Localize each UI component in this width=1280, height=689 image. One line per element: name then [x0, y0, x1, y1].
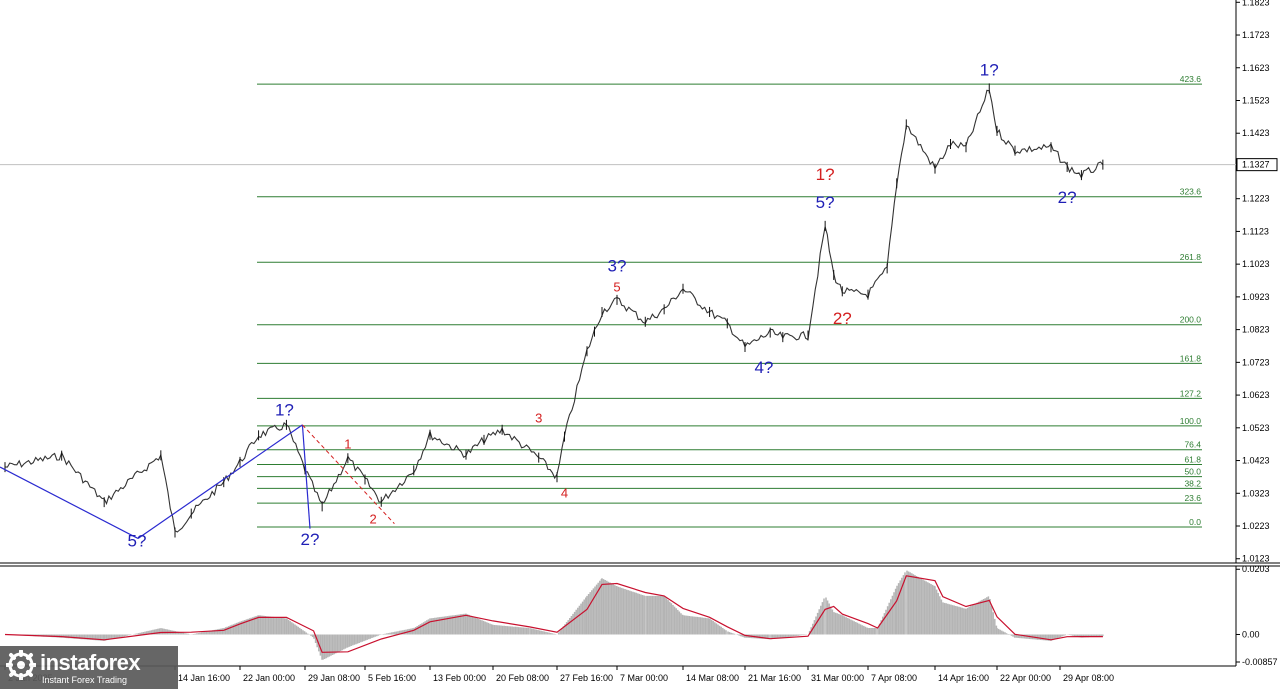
price-tick-label-11: 1.1223	[1242, 194, 1270, 204]
price-tick-label-1: 1.0223	[1242, 521, 1270, 531]
price-tick-label-16: 1.1723	[1242, 30, 1270, 40]
price-tick-label-4: 1.0523	[1242, 423, 1270, 433]
current-price-label: 1.1327	[1242, 160, 1270, 170]
time-tick-label-13: 14 Apr 16:00	[938, 673, 989, 683]
fib-label-12: 423.6	[1180, 74, 1202, 84]
wave-label-10: 1?	[816, 165, 835, 184]
price-line	[4, 89, 1104, 533]
wave-label-12: 2?	[833, 309, 852, 328]
current-price-marker	[1236, 158, 1278, 172]
price-tick-label-6: 1.0723	[1242, 357, 1270, 367]
instaforex-logo: instaforex Instant Forex Trading	[0, 646, 178, 689]
price-tick-label-7: 1.0823	[1242, 325, 1270, 335]
price-axis: 1.0123 1.0223 1.0323 1.0423 1.0523 1.0623 1.07…	[1236, 0, 1278, 564]
oscillator-series	[4, 570, 1104, 660]
price-tick-label-14: 1.1523	[1242, 95, 1270, 105]
price-tick-label-17: 1.1823	[1242, 0, 1270, 7]
logo-mark-icon	[6, 650, 36, 680]
time-tick-label-7: 27 Feb 16:00	[560, 673, 613, 683]
fib-label-5: 76.4	[1184, 440, 1201, 450]
wave-label-0: 5?	[128, 532, 147, 551]
wave-label-7: 3?	[608, 257, 627, 276]
price-panel: 0.0 23.6 38.250.0 61.8 76.4 100.0 127.2 161.8 20…	[0, 0, 1280, 564]
time-tick-label-5: 13 Feb 00:00	[433, 673, 486, 683]
price-tick-label-10: 1.1123	[1242, 226, 1269, 236]
osc-tick-label-0: 0.0203	[1242, 564, 1270, 574]
time-tick-label-15: 29 Apr 08:00	[1063, 673, 1114, 683]
wave-line-c	[301, 424, 311, 529]
price-tick-label-8: 1.0923	[1242, 292, 1270, 302]
wave-label-6: 4	[561, 486, 568, 501]
wave-labels: 5? 1? 2? 1 2 3 4 3? 5 4? 1? 5? 2? 1? 2?	[128, 60, 1077, 550]
time-tick-label-14: 22 Apr 00:00	[1000, 673, 1051, 683]
fib-label-6: 100.0	[1180, 416, 1202, 426]
time-tick-label-6: 20 Feb 08:00	[496, 673, 549, 683]
wave-label-8: 5	[613, 279, 620, 294]
price-tick-label-15: 1.1623	[1242, 63, 1270, 73]
time-tick-label-9: 14 Mar 08:00	[686, 673, 739, 683]
fib-label-1: 23.6	[1184, 493, 1201, 503]
wave-label-11: 5?	[816, 193, 835, 212]
time-tick-label-3: 29 Jan 08:00	[308, 673, 360, 683]
oscillator-signal-line	[4, 575, 1103, 653]
fib-label-10: 261.8	[1180, 252, 1202, 262]
fib-label-0: 0.0	[1189, 517, 1201, 527]
fib-label-8: 161.8	[1180, 353, 1202, 363]
wave-label-2: 2?	[301, 530, 320, 549]
fib-label-2: 38.2	[1184, 478, 1201, 488]
wave-label-14: 2?	[1058, 188, 1077, 207]
osc-tick-label-2: -0.00857	[1242, 657, 1278, 667]
fib-label-3: 50.0	[1184, 467, 1201, 477]
price-tick-label-3: 1.0423	[1242, 456, 1270, 466]
wave-line-b	[137, 424, 303, 539]
osc-tick-label-1: 0.00	[1242, 629, 1260, 639]
time-tick-label-1: 14 Jan 16:00	[178, 673, 230, 683]
price-tick-label-5: 1.0623	[1242, 390, 1270, 400]
oscillator-histogram	[5, 570, 1104, 660]
price-tick-label-0: 1.0123	[1242, 554, 1270, 564]
logo-tagline: Instant Forex Trading	[42, 675, 128, 685]
fib-label-9: 200.0	[1180, 315, 1202, 325]
price-tick-label-13: 1.1423	[1242, 128, 1270, 138]
fib-label-4: 61.8	[1184, 454, 1201, 464]
time-tick-label-11: 31 Mar 00:00	[811, 673, 864, 683]
wave-label-1: 1?	[275, 401, 294, 420]
time-tick-label-10: 21 Mar 16:00	[748, 673, 801, 683]
wave-line-a	[0, 466, 139, 539]
oscillator-panel: 0.0203 0.00 -0.00857	[0, 564, 1280, 667]
wave-label-3: 1	[344, 436, 351, 451]
wave-label-5: 3	[535, 410, 542, 425]
wave-label-4: 2	[370, 512, 377, 527]
wave-dashed-line	[302, 424, 395, 525]
fibonacci-levels: 0.0 23.6 38.250.0 61.8 76.4 100.0 127.2 161.8 20…	[0, 74, 1236, 528]
logo-brand: instaforex	[40, 650, 141, 675]
time-tick-label-4: 5 Feb 16:00	[368, 673, 416, 683]
fib-label-11: 323.6	[1180, 187, 1202, 197]
price-series	[0, 83, 1104, 539]
wave-label-9: 4?	[754, 358, 773, 377]
price-tick-label-9: 1.1023	[1242, 259, 1270, 269]
time-tick-label-12: 7 Apr 08:00	[871, 673, 917, 683]
fib-label-7: 127.2	[1180, 388, 1202, 398]
time-tick-label-8: 7 Mar 00:00	[620, 673, 668, 683]
wave-label-13: 1?	[980, 60, 999, 79]
price-tick-label-2: 1.0323	[1242, 488, 1270, 498]
oscillator-axis: 0.0203 0.00 -0.00857	[1236, 564, 1278, 667]
time-tick-label-2: 22 Jan 00:00	[243, 673, 295, 683]
